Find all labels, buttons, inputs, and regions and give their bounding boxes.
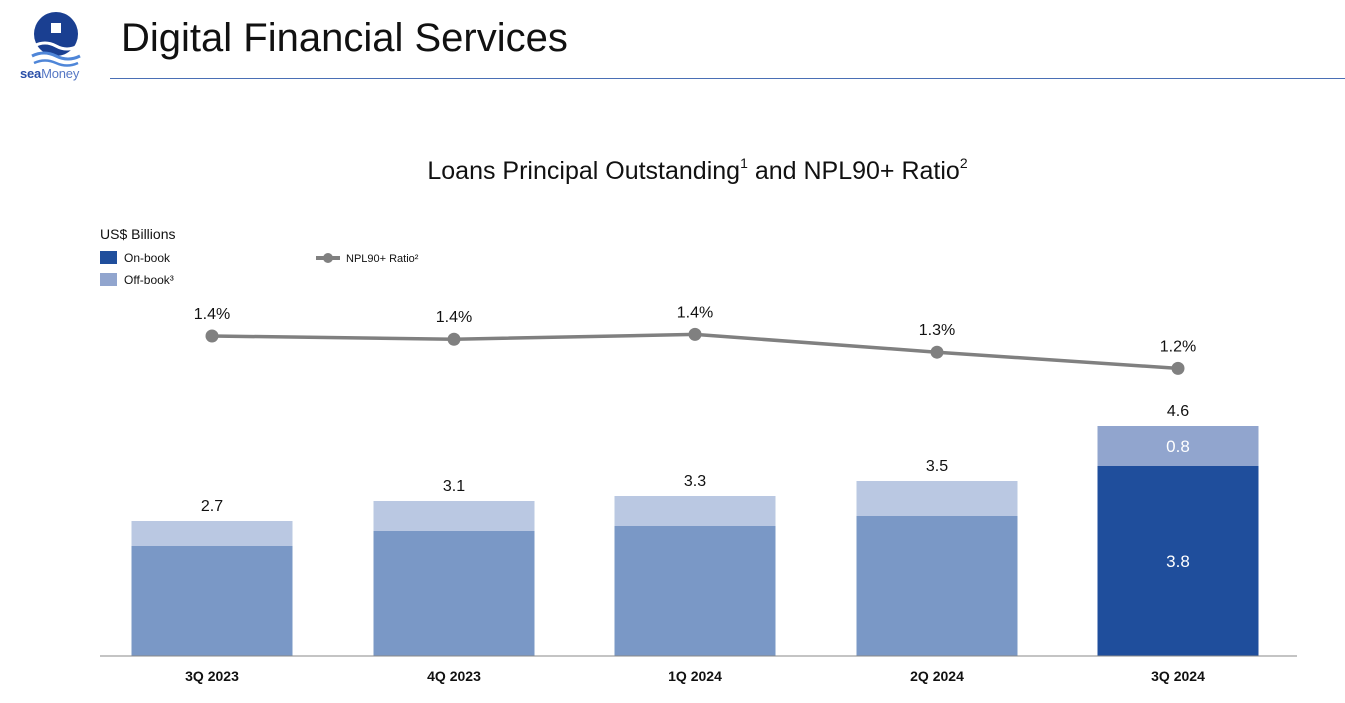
x-tick-label: 3Q 2024	[1151, 668, 1205, 684]
bar-off-book	[856, 481, 1018, 516]
npl-ratio-label: 1.4%	[436, 309, 472, 326]
logo-wordmark: seaMoney	[20, 66, 80, 81]
seamoney-logo	[31, 12, 81, 67]
legend-marker-npl	[323, 253, 333, 263]
npl-ratio-point	[930, 345, 944, 359]
bar-on-book	[373, 531, 535, 656]
total-label: 2.7	[201, 498, 223, 515]
legend-label-npl: NPL90+ Ratio²	[346, 253, 419, 265]
x-tick-label: 3Q 2023	[185, 668, 239, 684]
bar-on-book	[614, 526, 776, 656]
total-label: 3.1	[443, 478, 465, 495]
bar-off-book	[1097, 426, 1259, 466]
npl-ratio-label: 1.2%	[1160, 338, 1196, 355]
on-book-value-label: 3.8	[1166, 552, 1190, 571]
total-label: 3.3	[684, 473, 706, 490]
bar-off-book	[131, 521, 293, 546]
x-tick-label: 2Q 2024	[910, 668, 964, 684]
npl-ratio-point	[205, 329, 219, 343]
chart-title: Loans Principal Outstanding1 and NPL90+ …	[427, 155, 968, 185]
npl-ratio-label: 1.4%	[677, 304, 713, 321]
legend-swatch-off-book	[100, 273, 117, 286]
off-book-value-label: 0.8	[1166, 437, 1190, 456]
npl-ratio-label: 1.3%	[919, 322, 955, 339]
total-label: 4.6	[1167, 403, 1189, 420]
title-divider	[110, 78, 1345, 79]
npl-ratio-point	[1171, 361, 1185, 375]
bar-on-book	[1097, 466, 1259, 656]
npl-ratio-point	[688, 327, 702, 341]
npl-ratio-label: 1.4%	[194, 306, 230, 323]
legend-label-off-book: Off-book³	[124, 273, 174, 287]
bar-off-book	[373, 501, 535, 531]
legend-label-on-book: On-book	[124, 251, 171, 265]
bar-on-book	[131, 546, 293, 656]
page-title: Digital Financial Services	[121, 16, 568, 60]
legend-swatch-on-book	[100, 251, 117, 264]
x-tick-label: 1Q 2024	[668, 668, 722, 684]
x-tick-label: 4Q 2023	[427, 668, 481, 684]
npl-ratio-point	[447, 332, 461, 346]
total-label: 3.5	[926, 458, 948, 475]
unit-label: US$ Billions	[100, 226, 175, 242]
bar-on-book	[856, 516, 1018, 656]
bar-off-book	[614, 496, 776, 526]
